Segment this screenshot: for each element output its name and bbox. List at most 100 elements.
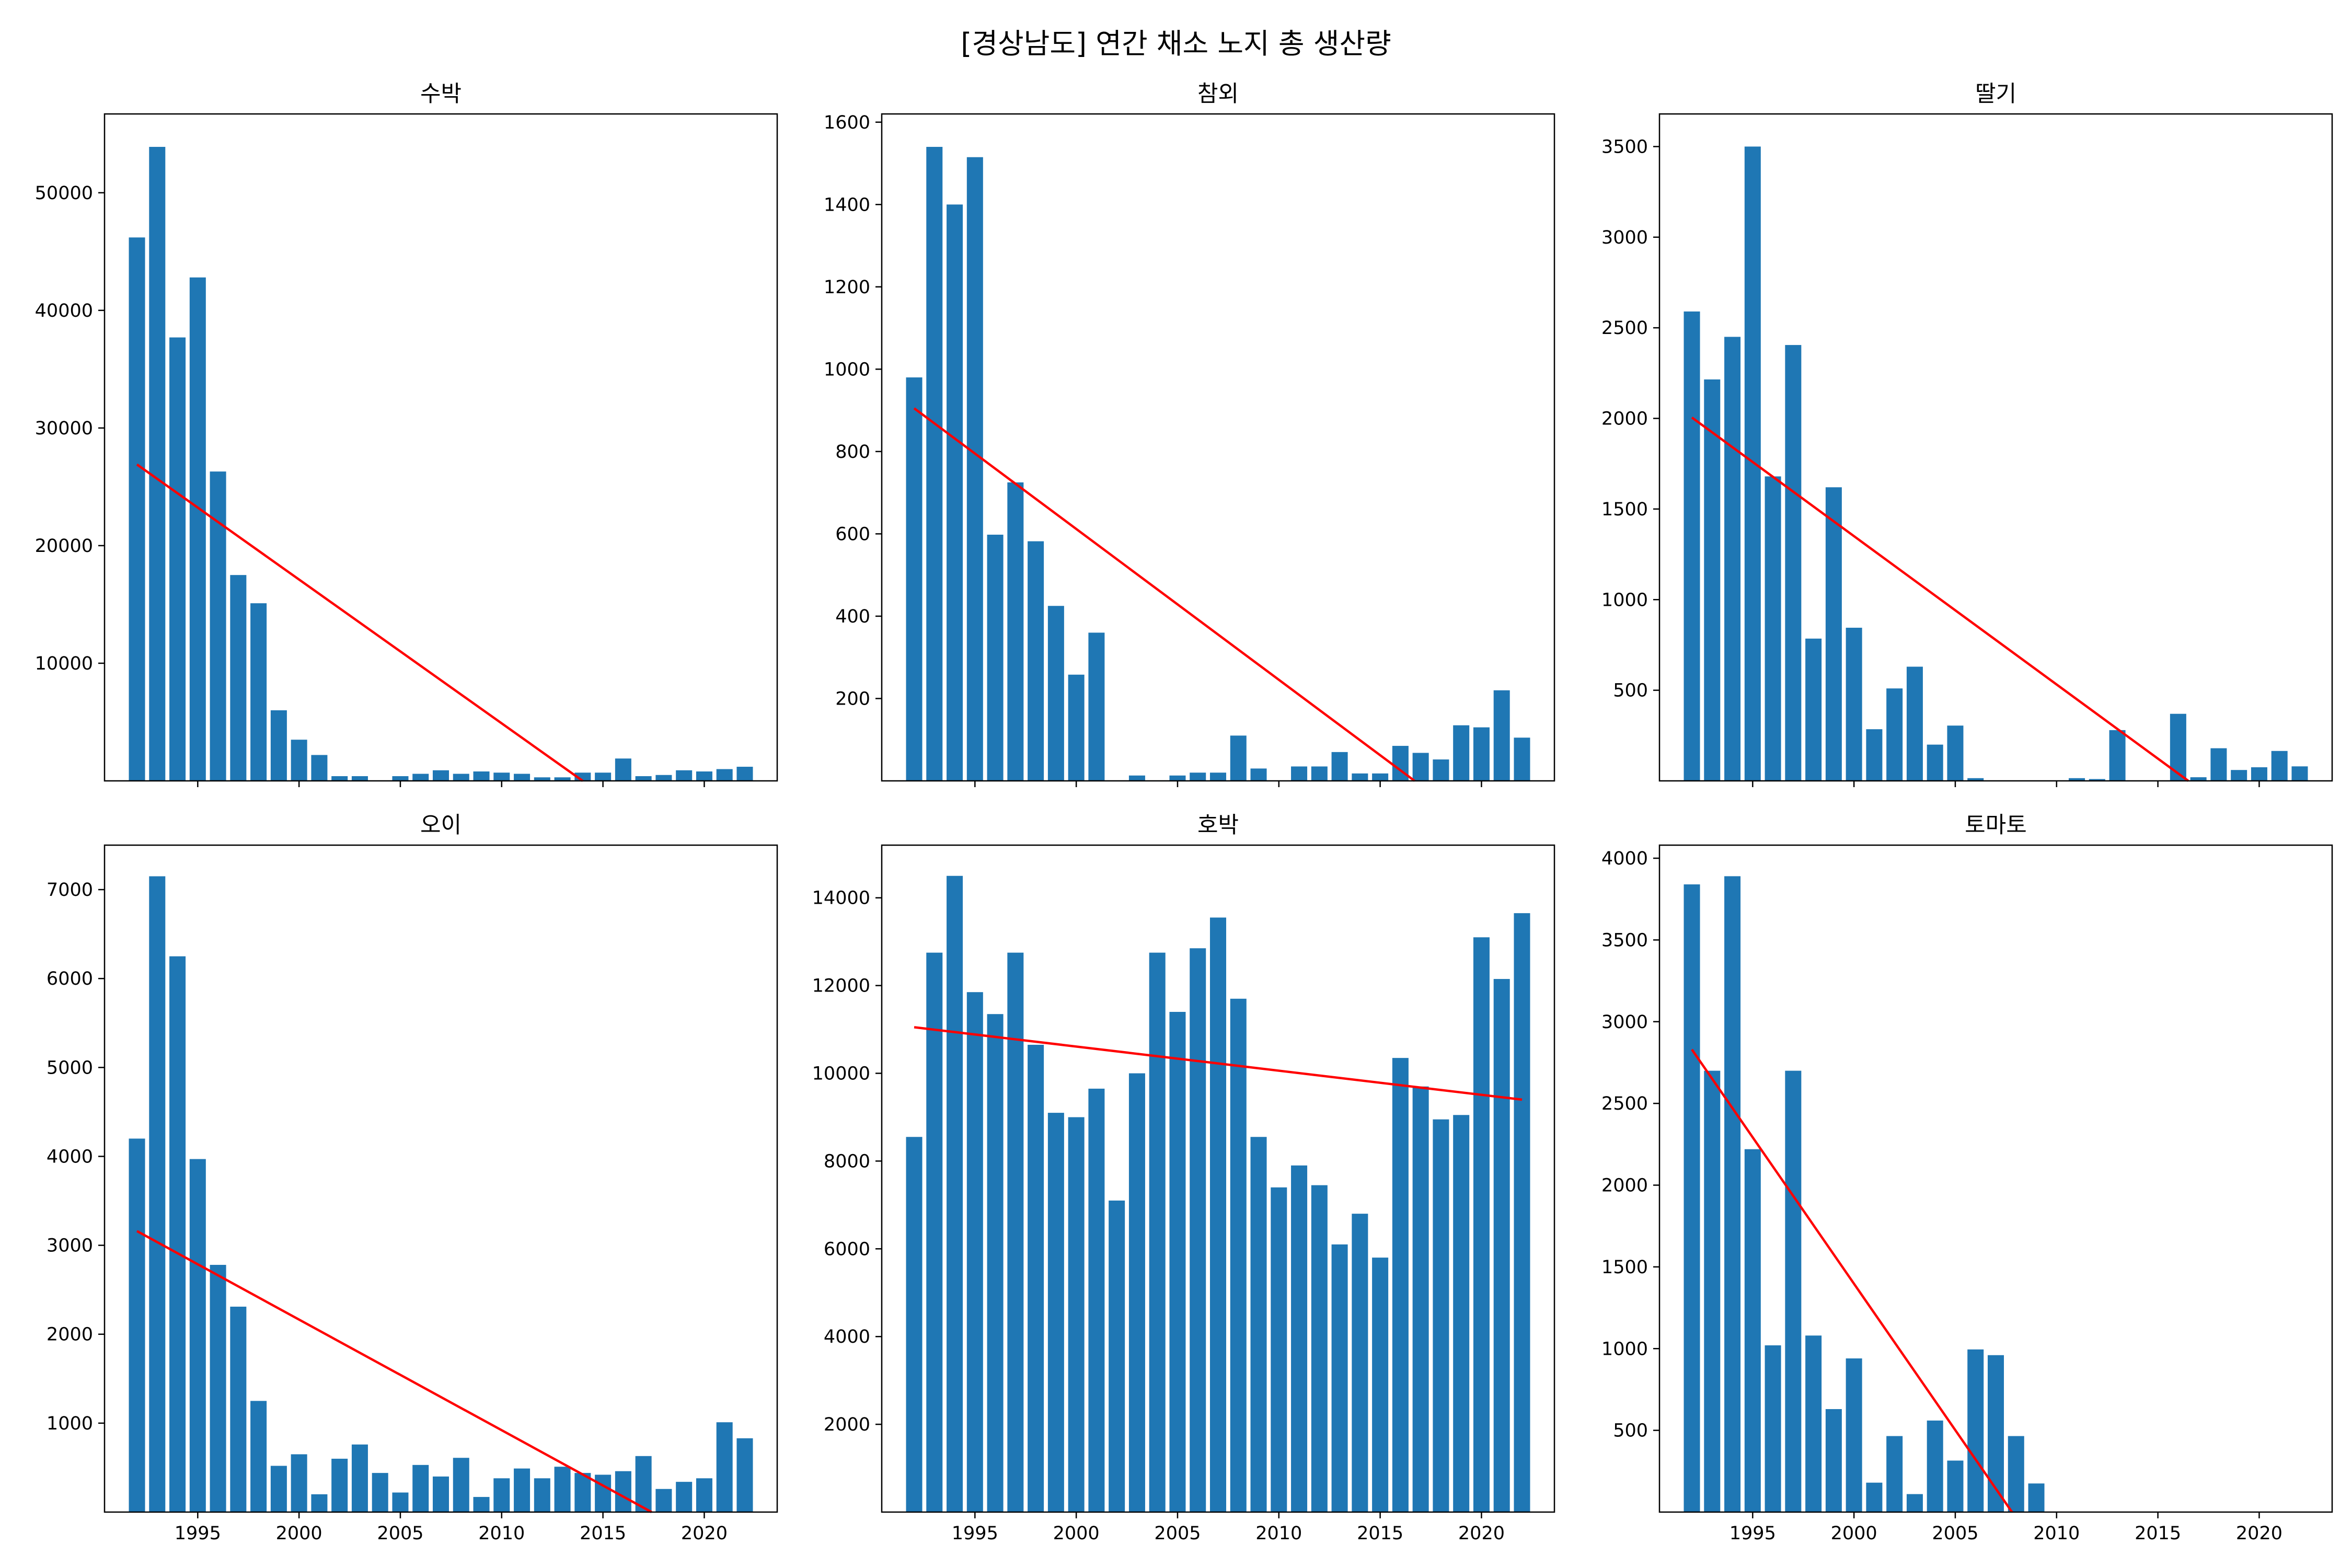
x-tick-label: 1995 [952, 1523, 998, 1544]
bar [1028, 1044, 1044, 1512]
bar [906, 377, 923, 781]
bar [372, 1473, 388, 1512]
trend-line [136, 463, 584, 782]
bar [1169, 1012, 1186, 1512]
bar [1947, 725, 1964, 781]
bar [1765, 1345, 1781, 1512]
bar [736, 766, 753, 781]
subplot-title: 수박 [420, 81, 462, 107]
y-tick-label: 14000 [812, 888, 870, 909]
axes-frame [881, 844, 1555, 1513]
bar [947, 875, 963, 1512]
bar [1250, 1137, 1267, 1512]
bar [926, 952, 943, 1512]
y-tick-label: 5000 [47, 1057, 93, 1078]
bar [1906, 666, 1923, 781]
bar [1473, 937, 1490, 1512]
axes-frame [1658, 844, 2333, 1513]
bar [1149, 952, 1166, 1512]
x-tick-label: 2010 [1255, 1523, 1302, 1544]
x-axis: 1995 2000 2005 2010 2015 2020 [952, 1512, 1505, 1544]
bar [2291, 766, 2308, 781]
bar [1805, 1335, 1822, 1512]
subplot-5: 호박 2000 4000 6000 8000 10000 12000 14000 1995 200… [812, 812, 1555, 1544]
bar [635, 776, 652, 781]
x-axis [197, 781, 705, 787]
bar [676, 770, 693, 781]
bar [1028, 541, 1044, 781]
bar [270, 710, 287, 781]
x-axis [1752, 781, 2260, 787]
bar [1453, 725, 1470, 781]
subplot-4: 오이 1000 2000 3000 4000 5000 6000 7000 1995 2000 20… [47, 812, 778, 1544]
bar [331, 776, 348, 781]
bar [574, 1473, 591, 1512]
bar-series [129, 876, 753, 1512]
bar [1250, 768, 1267, 781]
bar [2170, 713, 2186, 781]
bar [1765, 476, 1781, 781]
bar [1453, 1115, 1470, 1512]
bar [615, 758, 631, 781]
bar-series [906, 147, 1530, 781]
bar [1684, 884, 1700, 1512]
bar [1352, 1214, 1368, 1512]
y-axis: 10000 20000 30000 40000 50000 [35, 183, 105, 674]
y-tick-label: 1500 [1601, 499, 1648, 520]
y-tick-label: 2000 [1601, 1175, 1648, 1196]
bar [493, 773, 510, 781]
trend-line [914, 1026, 1523, 1101]
bar [716, 769, 733, 781]
bar [1704, 379, 1721, 781]
bar [1128, 775, 1145, 781]
y-tick-label: 12000 [812, 976, 870, 997]
y-tick-label: 30000 [35, 418, 93, 439]
bar [966, 992, 983, 1512]
y-tick-label: 6000 [824, 1239, 870, 1260]
x-axis: 1995 2000 2005 2010 2015 2020 [175, 1512, 728, 1544]
y-tick-label: 10000 [35, 653, 93, 674]
bar [250, 1401, 267, 1512]
y-axis: 1000 2000 3000 4000 5000 6000 7000 [47, 880, 105, 1434]
bar [1967, 1349, 1984, 1512]
y-tick-label: 1200 [824, 277, 870, 298]
subplot-2: 참외 200 400 600 800 1000 1200 1400 1600 [824, 81, 1555, 787]
y-tick-label: 2000 [1601, 409, 1648, 430]
y-tick-label: 20000 [35, 536, 93, 557]
axes-frame [881, 113, 1555, 782]
bar [1372, 1258, 1389, 1512]
figure-title: [경상남도] 연간 채소 노지 총 생산량 [961, 27, 1391, 60]
x-tick-label: 2015 [1357, 1523, 1403, 1544]
bar [696, 1478, 712, 1512]
bar [696, 771, 712, 781]
bar [554, 1467, 571, 1512]
bar [1047, 1113, 1064, 1512]
bar [1785, 1070, 1802, 1512]
bar [1169, 775, 1186, 781]
bar [1392, 1058, 1409, 1512]
bar [1068, 1117, 1085, 1512]
subplot-title: 토마토 [1965, 812, 2027, 838]
y-tick-label: 50000 [35, 183, 93, 204]
subplot-title: 딸기 [1975, 81, 2016, 107]
bar [655, 775, 672, 781]
x-axis: 1995 2000 2005 2010 2015 2020 [1730, 1512, 2282, 1544]
x-tick-label: 2020 [2236, 1523, 2282, 1544]
axes-frame [1658, 113, 2333, 782]
bar [676, 1482, 693, 1512]
bar [1331, 752, 1348, 781]
y-tick-label: 3500 [1601, 930, 1648, 951]
bar [1514, 737, 1530, 781]
bar [230, 575, 247, 781]
y-tick-label: 3000 [1601, 227, 1648, 248]
bar [595, 773, 612, 781]
y-tick-label: 10000 [812, 1064, 870, 1085]
bar [149, 876, 166, 1512]
bar [1724, 337, 1741, 781]
y-tick-label: 6000 [47, 969, 93, 989]
bar [1128, 1073, 1145, 1512]
bar [189, 277, 206, 781]
trend-line [1691, 1048, 2013, 1513]
y-tick-label: 600 [835, 524, 870, 545]
